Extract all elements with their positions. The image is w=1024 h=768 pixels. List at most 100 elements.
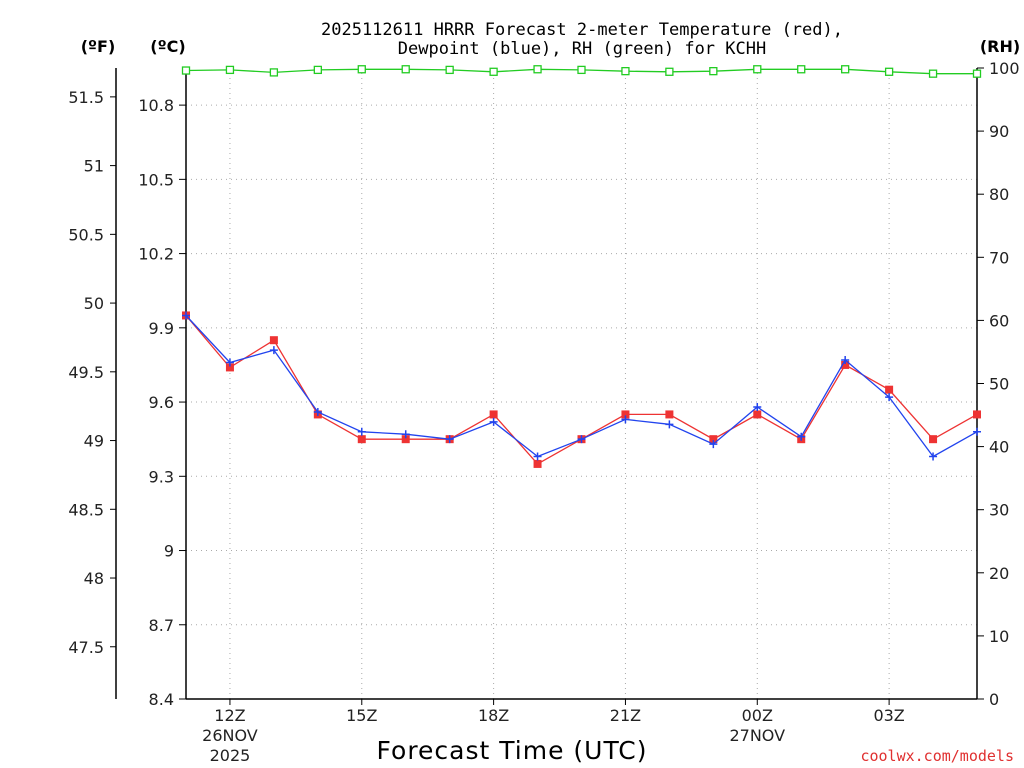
rh-tick-label: 70 — [989, 248, 1009, 267]
x-tick-date-label: 27NOV — [729, 726, 785, 745]
fahrenheit-tick-label: 47.5 — [68, 638, 104, 657]
celsius-tick-label: 8.4 — [149, 690, 174, 709]
data-series — [181, 65, 982, 468]
rh-data-point — [841, 65, 850, 74]
fahrenheit-tick-label: 51.5 — [68, 88, 104, 107]
rh-data-point — [928, 69, 938, 78]
temperature-data-point — [753, 410, 762, 419]
x-tick-label: 00Z — [742, 706, 773, 725]
dewpoint-data-point — [973, 427, 981, 436]
dewpoint-data-point — [489, 417, 498, 426]
x-tick-label: 18Z — [478, 706, 509, 725]
dewpoint-data-point — [665, 420, 674, 429]
x-tick-label: 15Z — [346, 706, 377, 725]
celsius-tick-label: 10.8 — [138, 96, 174, 115]
temperature-data-point — [709, 435, 718, 444]
rh-tick-label: 0 — [989, 690, 999, 709]
temperature-data-point — [929, 435, 938, 444]
dewpoint-data-point — [533, 452, 542, 461]
rh-tick-label: 50 — [989, 375, 1009, 394]
dewpoint-data-point — [621, 415, 630, 424]
rh-data-point — [225, 65, 235, 75]
temperature-data-point — [225, 363, 234, 372]
dewpoint-data-point — [269, 346, 278, 355]
rh-data-point — [269, 68, 279, 77]
x-tick-label: 03Z — [873, 706, 904, 725]
rh-data-point — [972, 69, 982, 78]
fahrenheit-tick-label: 49 — [84, 432, 104, 451]
rh-data-point — [665, 67, 674, 76]
celsius-tick-label: 10.5 — [138, 170, 174, 189]
rh-data-point — [445, 65, 454, 75]
credit-text: coolwx.com/models — [860, 747, 1014, 765]
dewpoint-data-point — [797, 432, 806, 441]
dewpoint-data-point — [929, 452, 938, 461]
dewpoint-data-point — [577, 435, 586, 444]
celsius-tick-label: 9.9 — [149, 319, 174, 338]
temperature-data-point — [841, 360, 850, 369]
x-tick-date-label: 26NOV — [202, 726, 258, 745]
fahrenheit-tick-label: 51 — [84, 157, 104, 176]
grid-lines — [186, 68, 977, 700]
dewpoint-data-point — [445, 435, 454, 444]
axes — [115, 68, 978, 700]
temperature-data-point — [885, 385, 894, 394]
celsius-tick-label: 8.7 — [149, 616, 174, 635]
dewpoint-data-point — [709, 440, 718, 449]
rh-data-point — [489, 67, 498, 76]
fahrenheit-tick-label: 48.5 — [68, 500, 104, 519]
rh-data-point — [797, 65, 806, 74]
rh-data-point — [401, 65, 410, 74]
unit-label-celsius: (ºC) — [150, 37, 185, 56]
dewpoint-data-point — [401, 430, 410, 439]
rh-data-point — [577, 65, 586, 75]
dewpoint-data-point — [885, 393, 894, 402]
tick-labels: 8.4 8.7 9 9.3 9.6 9.9 10.2 10.5 10.8 47.5 48 48.5 49… — [68, 59, 1019, 765]
x-tick-label: 12Z — [214, 706, 245, 725]
dewpoint-data-point — [753, 403, 762, 412]
temperature-data-point — [489, 410, 498, 419]
dewpoint-data-point — [182, 311, 190, 320]
rh-tick-label: 20 — [989, 564, 1009, 583]
x-tick-label: 21Z — [610, 706, 641, 725]
rh-data-point — [357, 65, 366, 74]
rh-data-point — [884, 67, 894, 76]
rh-tick-label: 80 — [989, 185, 1009, 204]
rh-data-point — [621, 67, 630, 76]
x-tick-date-label: 2025 — [210, 746, 251, 765]
rh-data-point — [313, 65, 322, 75]
dewpoint-data-point — [313, 407, 322, 416]
rh-tick-label: 100 — [989, 59, 1020, 78]
celsius-tick-label: 9 — [164, 542, 174, 561]
rh-tick-label: 10 — [989, 627, 1009, 646]
fahrenheit-tick-label: 49.5 — [68, 363, 104, 382]
temperature-data-point — [973, 410, 981, 419]
fahrenheit-tick-label: 50 — [84, 294, 104, 313]
celsius-tick-label: 9.3 — [149, 467, 174, 486]
rh-data-point — [709, 67, 718, 76]
celsius-tick-label: 10.2 — [138, 245, 174, 264]
rh-tick-label: 60 — [989, 311, 1009, 330]
temperature-data-point — [665, 410, 674, 419]
fahrenheit-tick-label: 50.5 — [68, 225, 104, 244]
celsius-tick-label: 9.6 — [149, 393, 174, 412]
temperature-data-point — [533, 459, 542, 468]
rh-tick-label: 90 — [989, 122, 1009, 141]
chart-title-line-1: 2025112611 HRRR Forecast 2-meter Tempera… — [321, 20, 843, 40]
rh-data-point — [533, 65, 542, 74]
dewpoint-data-point — [357, 427, 366, 436]
dewpoint-data-point — [225, 358, 234, 367]
dewpoint-data-point — [841, 355, 850, 364]
rh-tick-label: 30 — [989, 501, 1009, 520]
unit-label-rh: (RH) — [980, 37, 1020, 56]
temperature-data-point — [357, 435, 366, 444]
temperature-data-point — [269, 336, 278, 345]
x-axis-label: Forecast Time (UTC) — [377, 736, 648, 765]
temperature-data-point — [621, 410, 630, 419]
rh-data-point — [181, 66, 191, 75]
rh-tick-label: 40 — [989, 438, 1009, 457]
fahrenheit-tick-label: 48 — [84, 569, 104, 588]
rh-data-point — [753, 65, 762, 74]
chart-title-line-2: Dewpoint (blue), RH (green) for KCHH — [398, 39, 766, 59]
